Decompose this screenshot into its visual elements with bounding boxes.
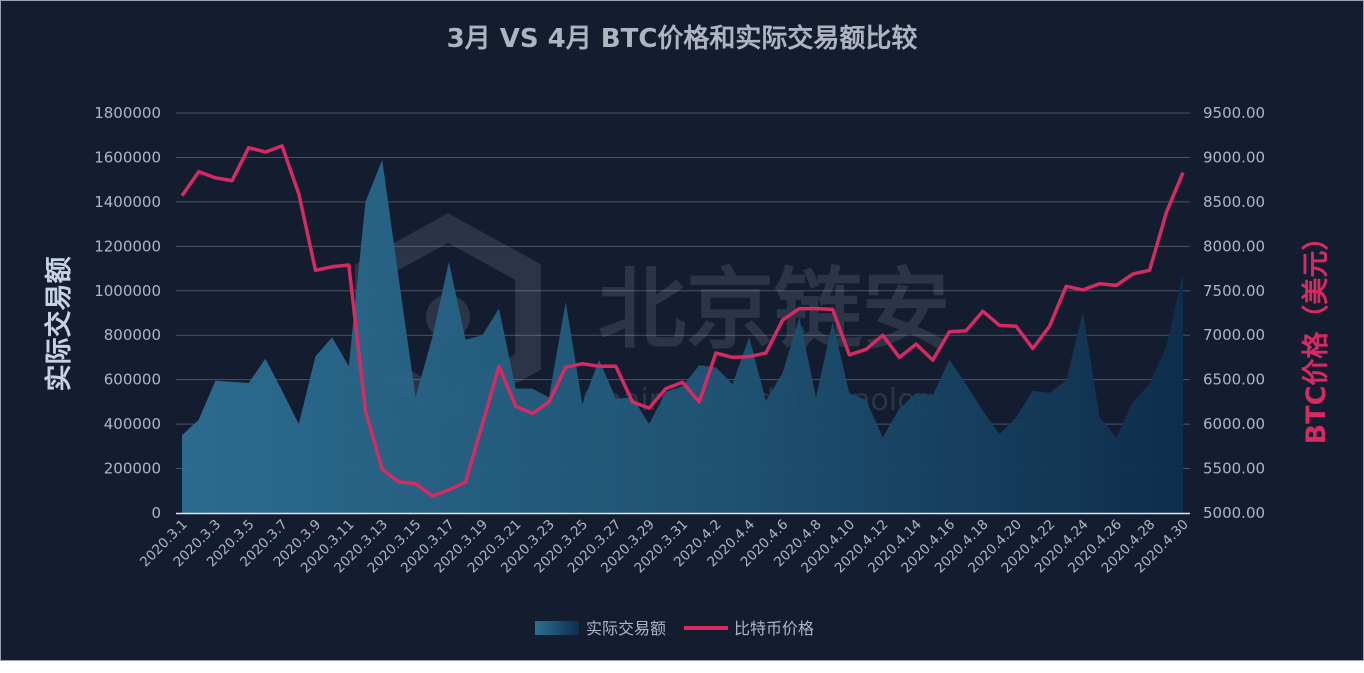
legend-line-label: 比特币价格 bbox=[734, 619, 814, 638]
y-left-tick-label: 1800000 bbox=[94, 104, 161, 122]
y-left-tick-label: 0 bbox=[151, 504, 161, 522]
x-tick-labels: 2020.3.12020.3.32020.3.52020.3.72020.3.9… bbox=[137, 517, 1192, 577]
legend-area-swatch bbox=[535, 621, 579, 635]
y-left-tick-label: 200000 bbox=[104, 460, 161, 478]
y-right-tick-label: 5000.00 bbox=[1203, 504, 1265, 522]
area-volume-shape bbox=[182, 159, 1183, 513]
legend-area-label: 实际交易额 bbox=[586, 619, 666, 638]
y-right-tick-label: 8000.00 bbox=[1203, 237, 1265, 255]
y-left-tick-label: 600000 bbox=[104, 371, 161, 389]
y-left-axis-label: 实际交易额 bbox=[43, 257, 75, 392]
y-left-tick-labels: 0 200000 400000 600000 800000 1000000 1200000 1… bbox=[94, 104, 161, 522]
y-right-axis-label: BTC价格（美元） bbox=[1300, 224, 1332, 445]
y-right-tick-label: 7000.00 bbox=[1203, 326, 1265, 344]
y-left-tick-label: 1000000 bbox=[94, 282, 161, 300]
chart-title: 3月 VS 4月 BTC价格和实际交易额比较 bbox=[447, 23, 918, 54]
y-left-tick-label: 1600000 bbox=[94, 148, 161, 166]
y-right-tick-label: 6500.00 bbox=[1203, 371, 1265, 389]
y-right-tick-label: 6000.00 bbox=[1203, 415, 1265, 433]
legend[interactable]: 实际交易额 比特币价格 bbox=[535, 619, 814, 638]
y-right-tick-label: 5500.00 bbox=[1203, 460, 1265, 478]
y-right-tick-labels: 5000.00 5500.00 6000.00 6500.00 7000.00 7500.… bbox=[1203, 104, 1265, 522]
y-left-tick-label: 1200000 bbox=[94, 237, 161, 255]
area-series-volume bbox=[182, 159, 1183, 513]
y-left-tick-label: 400000 bbox=[104, 415, 161, 433]
line-series-btc-price bbox=[180, 144, 1185, 498]
btc-price-line bbox=[180, 144, 1185, 498]
y-right-tick-label: 9000.00 bbox=[1203, 148, 1265, 166]
watermark-text-cn: 北京链安 bbox=[598, 258, 950, 361]
y-right-tick-label: 9500.00 bbox=[1203, 104, 1265, 122]
y-right-tick-label: 7500.00 bbox=[1203, 282, 1265, 300]
y-left-tick-label: 1400000 bbox=[94, 193, 161, 211]
y-left-tick-label: 800000 bbox=[104, 326, 161, 344]
y-right-tick-label: 8500.00 bbox=[1203, 193, 1265, 211]
